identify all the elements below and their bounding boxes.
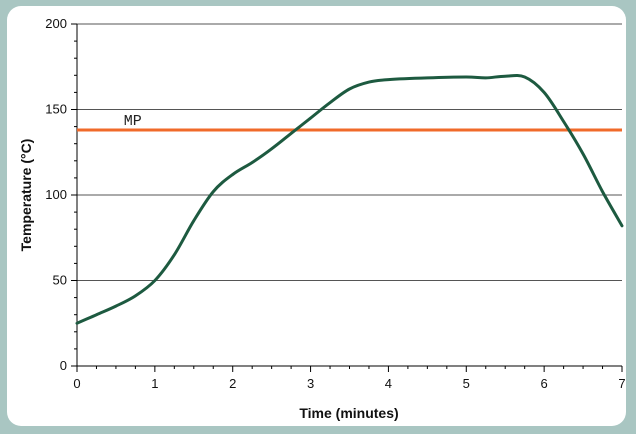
y-axis-ticks: 0 50 100 150 200 [45, 16, 77, 373]
x-axis-title: Time (minutes) [299, 405, 398, 421]
y-tick-label-200: 200 [45, 16, 67, 31]
grid-lines [77, 23, 622, 281]
y-axis-title: Temperature (°C) [18, 139, 34, 252]
x-tick-label-4: 4 [385, 376, 392, 391]
x-tick-label-1: 1 [151, 376, 158, 391]
mp-reference-label: MP [124, 113, 142, 130]
x-tick-label-2: 2 [229, 376, 236, 391]
x-tick-label-0: 0 [73, 376, 80, 391]
y-tick-label-0: 0 [60, 358, 67, 373]
x-tick-label-3: 3 [307, 376, 314, 391]
y-tick-label-150: 150 [45, 102, 67, 117]
y-tick-label-100: 100 [45, 187, 67, 202]
x-axis-ticks: 0 1 2 3 4 5 6 7 [73, 366, 626, 391]
x-tick-label-7: 7 [618, 376, 625, 391]
temperature-series-line [75, 74, 624, 325]
x-tick-label-5: 5 [463, 376, 470, 391]
y-tick-label-50: 50 [53, 273, 67, 288]
x-tick-label-6: 6 [541, 376, 548, 391]
